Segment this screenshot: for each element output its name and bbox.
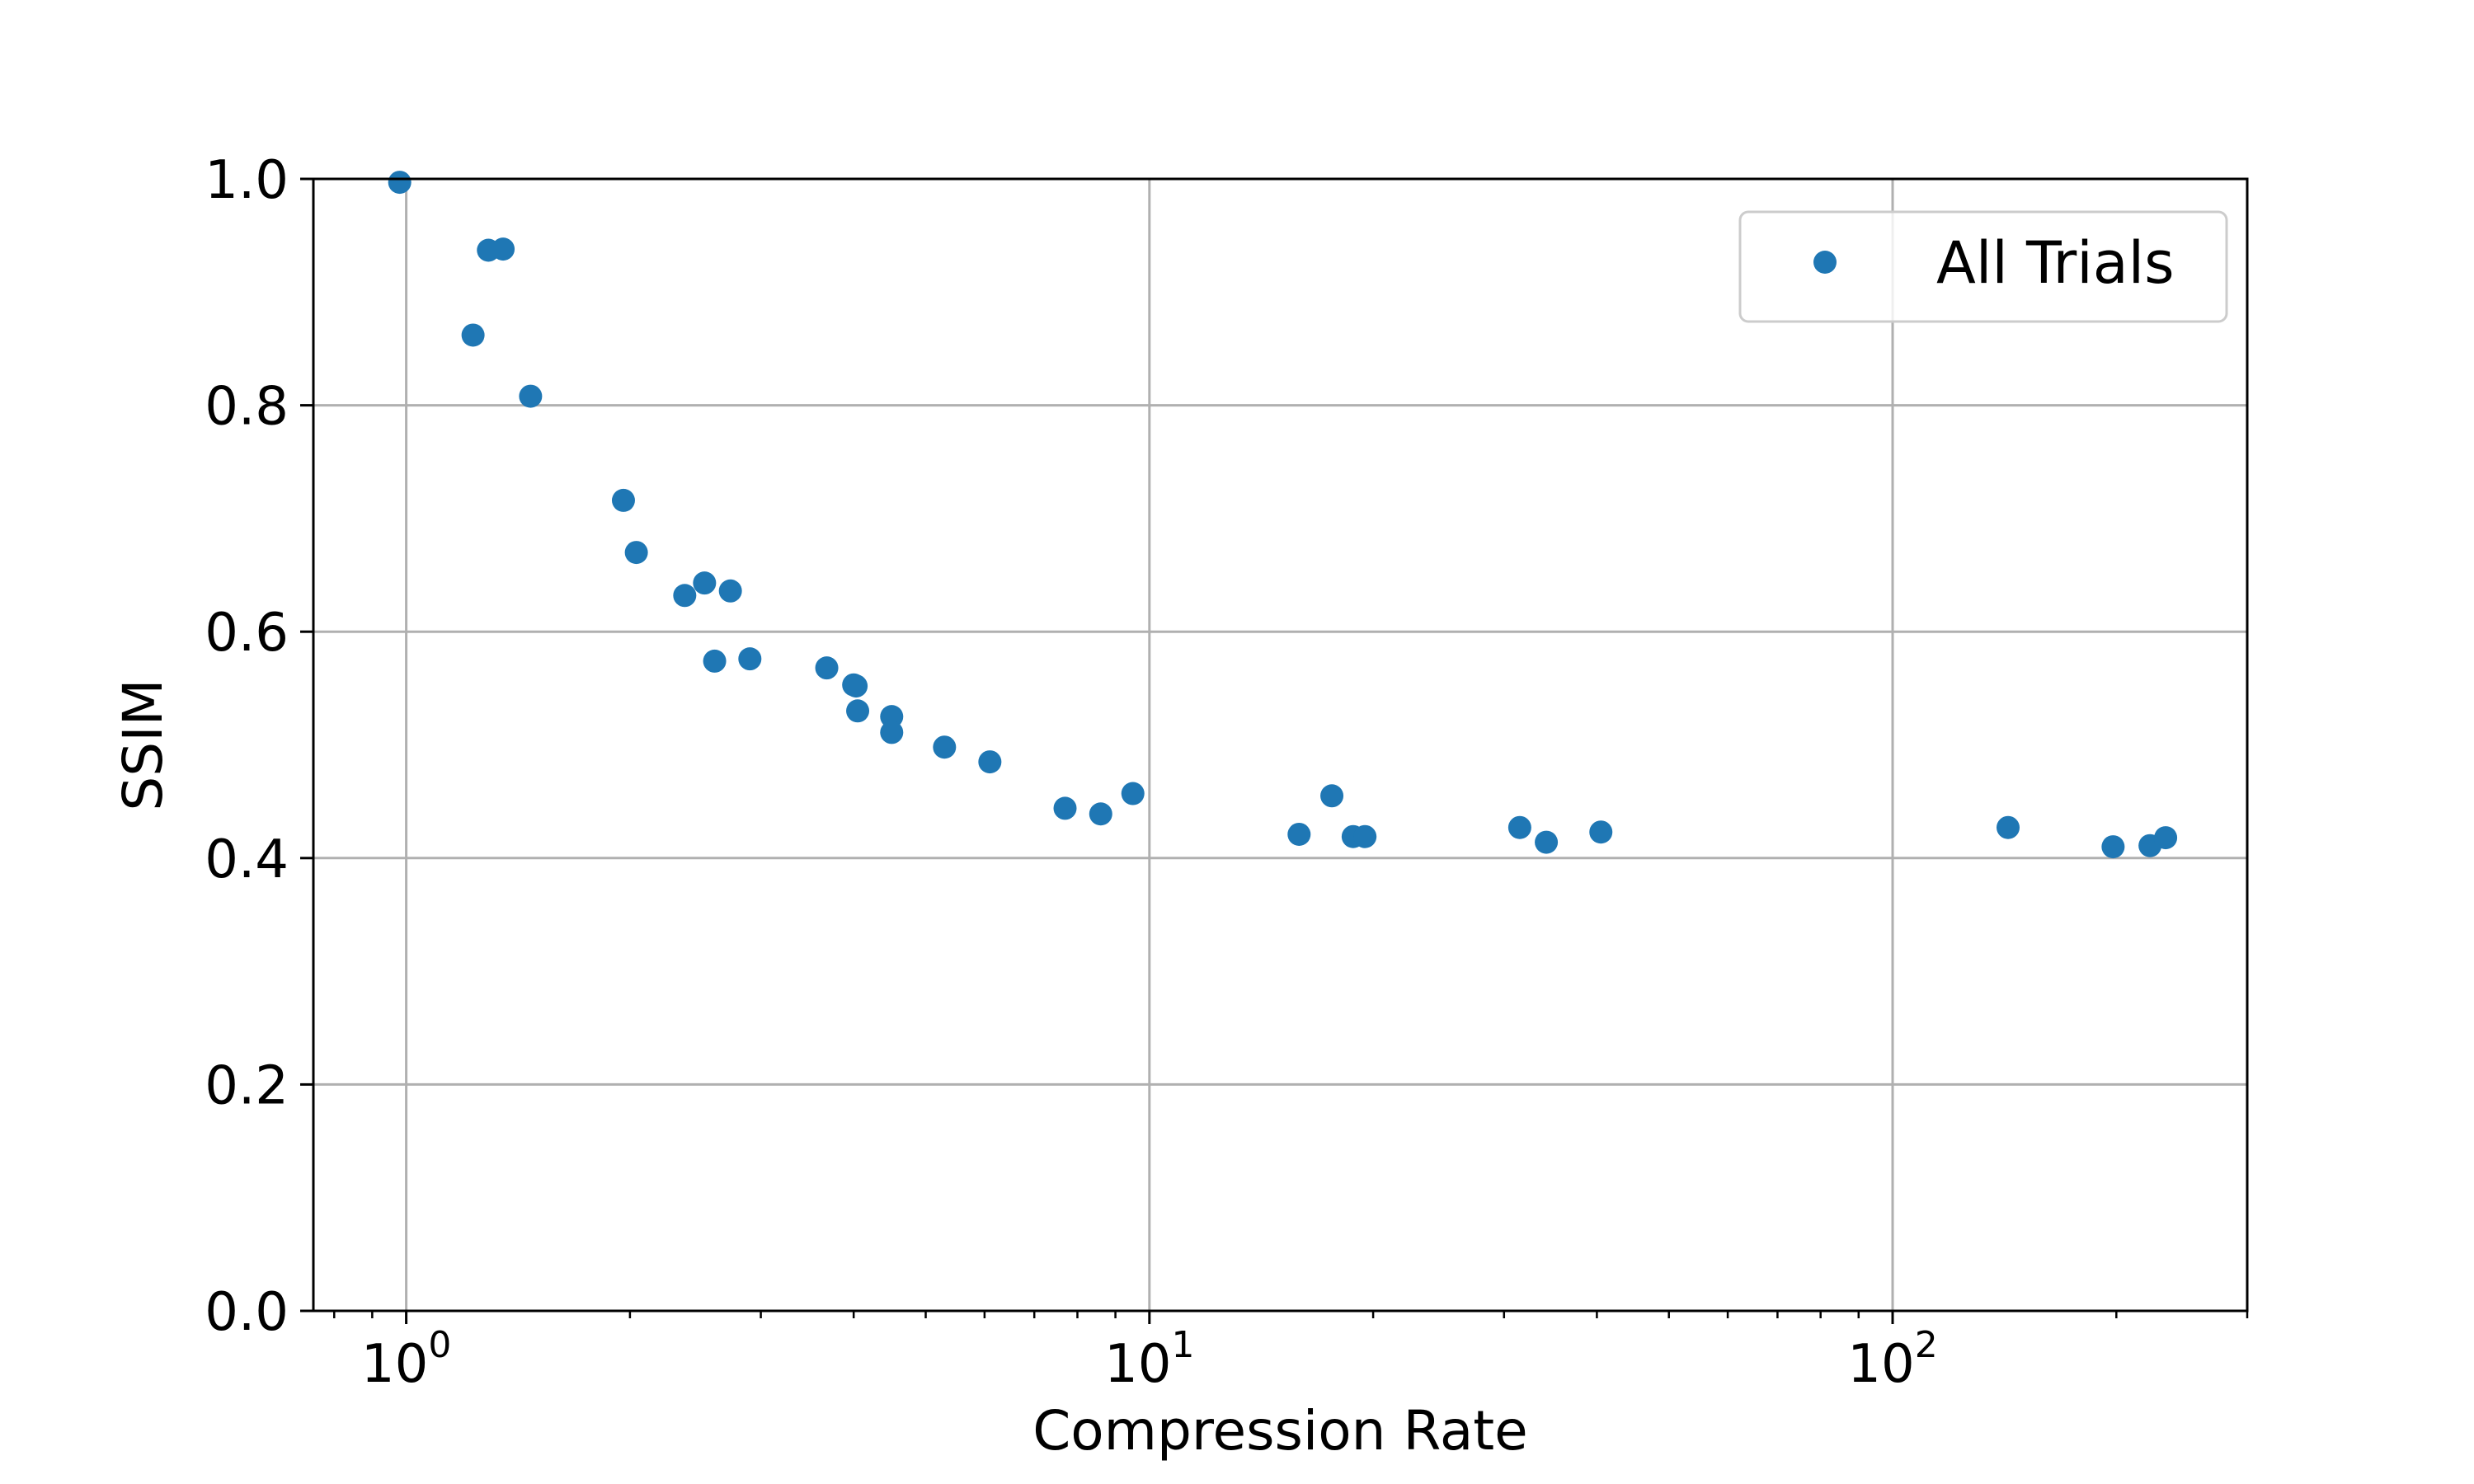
y-tick-label: 0.0 <box>205 1282 289 1343</box>
data-point <box>880 721 904 744</box>
data-point <box>388 171 412 195</box>
data-point <box>880 705 904 729</box>
data-point <box>611 488 635 512</box>
data-point <box>1053 796 1077 820</box>
plot-area-frame <box>312 177 2249 1313</box>
y-tick-label: 0.2 <box>205 1055 289 1116</box>
data-point <box>1089 802 1112 826</box>
y-tick-label: 1.0 <box>205 150 289 211</box>
data-point <box>1589 820 1613 844</box>
data-point <box>718 579 742 603</box>
data-point <box>1997 815 2020 839</box>
legend: All Trials <box>1738 210 2228 323</box>
data-point <box>673 584 697 608</box>
legend-label: All Trials <box>1936 229 2175 297</box>
data-point <box>624 541 648 565</box>
x-tick-label: 100 <box>361 1324 451 1395</box>
y-tick-label: 0.6 <box>205 603 289 664</box>
data-point <box>933 735 957 759</box>
data-point <box>738 647 762 671</box>
data-point <box>2154 826 2178 850</box>
data-point <box>815 656 839 680</box>
data-point <box>978 750 1002 774</box>
x-tick-label: 102 <box>1847 1324 1937 1395</box>
y-tick-label: 0.8 <box>205 377 289 438</box>
data-point <box>461 323 485 347</box>
data-point <box>1507 815 1531 839</box>
legend-box <box>1738 210 2228 323</box>
data-point <box>1287 822 1311 846</box>
y-axis-ticks: 0.0 0.2 0.4 0.6 0.8 1.0 <box>205 150 313 1343</box>
data-point <box>846 699 870 723</box>
data-points <box>388 171 2178 859</box>
data-point <box>1535 830 1559 854</box>
data-point <box>1121 782 1145 805</box>
data-point <box>693 571 717 595</box>
x-axis-ticks: 100 101 102 <box>333 1311 2249 1395</box>
data-point <box>844 674 868 698</box>
data-point <box>492 237 515 261</box>
data-point <box>519 384 543 408</box>
data-point <box>2101 835 2125 859</box>
y-tick-label: 0.4 <box>205 829 289 890</box>
legend-marker <box>1813 251 1837 274</box>
data-point <box>703 649 727 673</box>
data-point <box>1320 784 1344 808</box>
x-axis-label: Compression Rate <box>1032 1399 1528 1463</box>
y-axis-label: SSIM <box>111 679 175 810</box>
x-tick-label: 101 <box>1104 1324 1194 1395</box>
data-point <box>1353 824 1377 848</box>
